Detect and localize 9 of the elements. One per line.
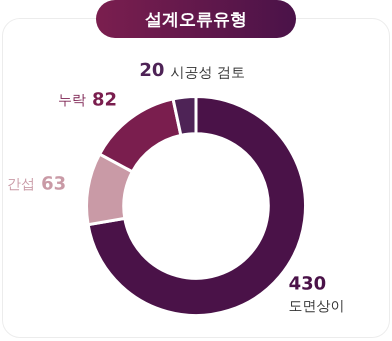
slice-label: 간섭 bbox=[7, 176, 36, 193]
slice-label: 도면상이 bbox=[288, 298, 345, 314]
data-label: 430 bbox=[288, 273, 326, 294]
data-label: 20 bbox=[139, 60, 164, 81]
data-label: 82 bbox=[92, 90, 118, 111]
slice-label: 시공성 검토 bbox=[170, 64, 245, 81]
chart-title: 설계오류유형 bbox=[96, 0, 296, 38]
data-label: 63 bbox=[41, 174, 66, 195]
slice-label: 누락 bbox=[58, 92, 86, 108]
